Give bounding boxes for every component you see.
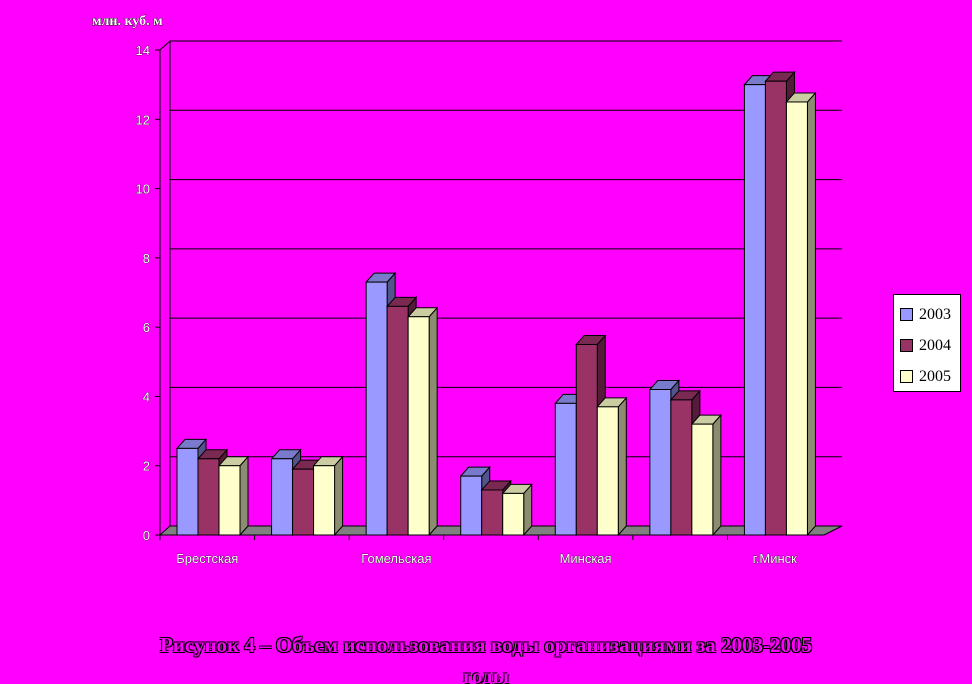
legend-swatch-2004 bbox=[900, 339, 913, 352]
y-axis-unit-label: млн. куб. м bbox=[92, 14, 163, 29]
legend-item-2005: 2005 bbox=[900, 361, 960, 392]
bar-front bbox=[313, 465, 336, 536]
bars bbox=[159, 70, 817, 540]
bar-side bbox=[617, 396, 627, 537]
legend-item-2003: 2003 bbox=[900, 299, 960, 330]
y-tick-label: 2 bbox=[143, 459, 150, 474]
bar bbox=[312, 455, 344, 537]
bar-front bbox=[764, 80, 787, 536]
bar-front bbox=[596, 406, 619, 536]
bar-front bbox=[218, 465, 241, 536]
y-axis-ticks: 0 2 4 6 8 10 12 14 bbox=[135, 43, 160, 543]
bar-side bbox=[806, 91, 816, 537]
bar-side bbox=[334, 455, 344, 537]
y-tick-label: 10 bbox=[136, 182, 150, 197]
bar-front bbox=[407, 316, 430, 536]
bar-front bbox=[292, 468, 315, 536]
bar bbox=[501, 483, 533, 537]
y-tick-label: 6 bbox=[143, 320, 150, 335]
bar bbox=[690, 413, 722, 537]
bar-front bbox=[460, 475, 483, 536]
bar-front bbox=[271, 458, 294, 536]
figure-caption-continued: годы bbox=[463, 664, 509, 684]
y-tick-label: 8 bbox=[143, 251, 150, 266]
gridlines bbox=[159, 40, 842, 535]
bar-front bbox=[743, 84, 766, 536]
bar-front bbox=[691, 423, 714, 536]
bar-front bbox=[386, 305, 409, 536]
y-axis-top-edge bbox=[159, 40, 171, 51]
legend-label-2003: 2003 bbox=[919, 305, 951, 323]
bar-front bbox=[554, 402, 577, 536]
bar-front bbox=[649, 389, 672, 536]
x-category-label: Гомельская bbox=[361, 551, 431, 566]
bar-side bbox=[428, 306, 438, 537]
bar-front bbox=[176, 447, 199, 536]
legend-swatch-2005 bbox=[900, 370, 913, 383]
legend-swatch-2003 bbox=[900, 308, 913, 321]
bar-front bbox=[575, 343, 598, 536]
legend-item-2004: 2004 bbox=[900, 330, 960, 361]
legend: 2003 2004 2005 bbox=[893, 294, 961, 392]
x-category-label: Брестская bbox=[176, 551, 238, 566]
y-tick-label: 4 bbox=[143, 389, 150, 404]
figure-caption: Рисунок 4 – Объем использования воды орг… bbox=[159, 633, 813, 657]
x-category-label: г.Минск bbox=[753, 551, 798, 566]
legend-label-2004: 2004 bbox=[919, 336, 951, 354]
legend-label-2005: 2005 bbox=[919, 367, 951, 385]
bar bbox=[217, 455, 250, 537]
x-category-label: Минская bbox=[560, 551, 612, 566]
bar-front bbox=[670, 399, 693, 536]
bar-front bbox=[502, 492, 525, 536]
bar bbox=[407, 306, 439, 537]
bar-front bbox=[481, 489, 504, 536]
bar-front bbox=[365, 281, 388, 536]
x-axis-labels: Брестская Гомельская Минская г.Минск bbox=[176, 551, 798, 567]
bar-side bbox=[712, 413, 722, 537]
bar-front bbox=[785, 101, 808, 536]
y-tick-label: 0 bbox=[143, 528, 150, 543]
y-tick-label: 14 bbox=[136, 43, 150, 58]
bar-front bbox=[197, 458, 220, 536]
bar bbox=[596, 396, 628, 537]
bar bbox=[785, 91, 817, 537]
bar-side bbox=[239, 455, 249, 537]
y-tick-label: 12 bbox=[136, 112, 150, 127]
